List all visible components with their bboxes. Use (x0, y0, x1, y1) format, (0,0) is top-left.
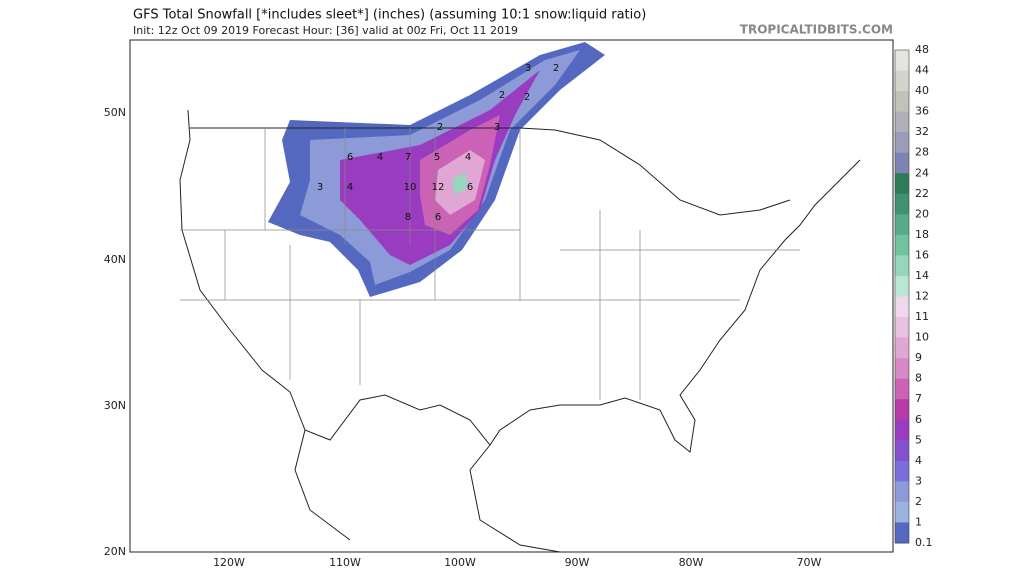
colorbar-segment (895, 91, 909, 113)
colorbar-segment (895, 214, 909, 236)
border (190, 127, 791, 216)
colorbar-label: 16 (915, 248, 929, 261)
colorbar-label: 20 (915, 207, 929, 220)
colorbar-label: 11 (915, 310, 929, 323)
colorbar-segment (895, 460, 909, 482)
colorbar-segment (895, 317, 909, 339)
contour-label: 5 (434, 152, 440, 163)
colorbar-label: 8 (915, 372, 922, 385)
map (129, 39, 894, 553)
colorbar-segment (895, 419, 909, 441)
colorbar-segment (895, 111, 909, 133)
lon-label: 70W (797, 556, 822, 569)
colorbar-segment (895, 70, 909, 92)
contour-label: 8 (405, 212, 411, 223)
colorbar-frame (894, 49, 910, 544)
brand: TROPICALTIDBITS.COM (740, 23, 893, 37)
colorbar-segment (895, 50, 909, 72)
colorbar-label: 7 (915, 392, 922, 405)
lat-label: 30N (104, 399, 126, 412)
colorbar-label: 4 (915, 454, 922, 467)
contour-label: 3 (317, 182, 323, 193)
contour-label: 6 (467, 182, 473, 193)
colorbar-label: 44 (915, 64, 929, 77)
lat-label: 50N (104, 106, 126, 119)
colorbar-segment (895, 399, 909, 421)
colorbar-label: 3 (915, 474, 922, 487)
colorbar-label: 40 (915, 84, 929, 97)
colorbar-segment (895, 234, 909, 256)
lat-label: 40N (104, 253, 126, 266)
state-lines (180, 128, 800, 400)
contour-label: 6 (435, 212, 441, 223)
colorbar-segment (895, 255, 909, 277)
colorbar-segment (895, 152, 909, 174)
colorbar-label: 36 (915, 105, 929, 118)
contour-label: 3 (525, 63, 531, 74)
contour-label: 4 (465, 152, 471, 163)
lon-label: 100W (444, 556, 476, 569)
contour-label: 2 (553, 63, 559, 74)
colorbar-label: 0.1 (915, 536, 933, 549)
contour-label: 4 (347, 182, 353, 193)
lon-label: 110W (329, 556, 361, 569)
coastline (294, 429, 561, 553)
coastline (179, 109, 861, 453)
lon-label: 80W (679, 556, 704, 569)
colorbar-segment (895, 173, 909, 195)
colorbar-segment (895, 522, 909, 544)
contour-label: 4 (377, 152, 383, 163)
contour-label: 2 (437, 122, 443, 133)
colorbar-label: 32 (915, 125, 929, 138)
colorbar-segment (895, 296, 909, 318)
lon-label: 90W (565, 556, 590, 569)
contour-label: 2 (524, 92, 530, 103)
colorbar-label: 1 (915, 515, 922, 528)
contour-label: 7 (405, 152, 411, 163)
colorbar-label: 22 (915, 187, 929, 200)
colorbar-label: 12 (915, 290, 929, 303)
colorbar-segment (895, 481, 909, 503)
lat-label: 20N (104, 545, 126, 558)
snow-area (452, 172, 468, 195)
contour-label: 10 (404, 182, 417, 193)
colorbar-label: 2 (915, 495, 922, 508)
lon-label: 120W (213, 556, 245, 569)
colorbar-label: 48 (915, 43, 929, 56)
subtitle: Init: 12z Oct 09 2019 Forecast Hour: [36… (133, 24, 518, 37)
colorbar-label: 6 (915, 413, 922, 426)
colorbar-label: 5 (915, 433, 922, 446)
colorbar-label: 18 (915, 228, 929, 241)
colorbar-segment (895, 378, 909, 400)
colorbar-label: 14 (915, 269, 929, 282)
colorbar-label: 10 (915, 331, 929, 344)
colorbar-segment (895, 440, 909, 462)
snowfall (268, 42, 605, 297)
colorbar-segment (895, 132, 909, 154)
colorbar-segment (895, 501, 909, 523)
colorbar-label: 28 (915, 146, 929, 159)
contour-label: 12 (432, 182, 445, 193)
contour-label: 6 (347, 152, 353, 163)
colorbar-segment (895, 193, 909, 215)
contour-label: 2 (499, 90, 505, 101)
colorbar-label: 9 (915, 351, 922, 364)
colorbar-segment (895, 358, 909, 380)
colorbar-label: 24 (915, 166, 929, 179)
contour-label: 3 (494, 122, 500, 133)
colorbar-segment (895, 337, 909, 359)
colorbar-segment (895, 275, 909, 297)
title: GFS Total Snowfall [*includes sleet*] (i… (133, 8, 646, 23)
